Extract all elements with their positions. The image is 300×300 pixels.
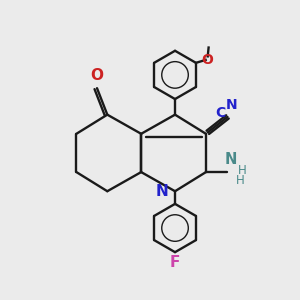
- Text: C: C: [215, 106, 225, 120]
- Text: O: O: [201, 53, 213, 67]
- Text: O: O: [91, 68, 103, 83]
- Text: H: H: [238, 164, 247, 177]
- Text: N: N: [226, 98, 237, 112]
- Text: H: H: [236, 174, 244, 187]
- Text: N: N: [156, 184, 169, 199]
- Text: F: F: [170, 254, 180, 269]
- Text: N: N: [225, 152, 237, 167]
